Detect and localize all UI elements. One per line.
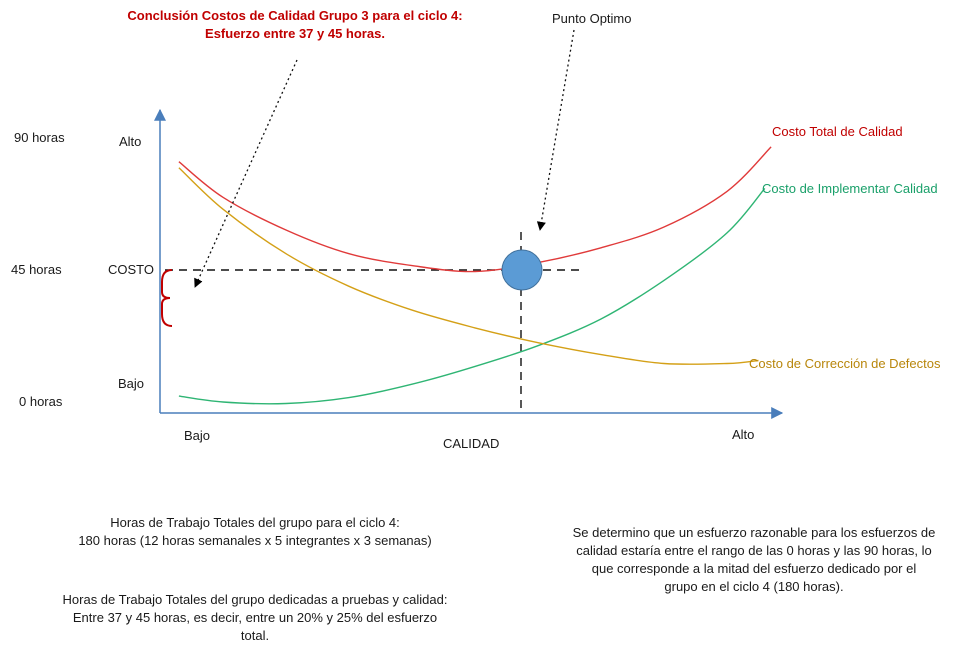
optimum-point [501, 249, 543, 291]
y-qual-label-bottom: Bajo [118, 376, 145, 391]
series-total-line [178, 146, 772, 273]
note-line: total. [240, 628, 270, 643]
note-reasonable-effort: Se determino que un esfuerzo razonable p… [538, 524, 969, 596]
note-line: Horas de Trabajo Totales del grupo dedic… [62, 592, 448, 607]
conclusion-arrow [194, 59, 298, 288]
optimum-label: Punto Optimo [552, 11, 632, 26]
x-qual-label-right: Alto [732, 427, 755, 442]
note-line: Entre 37 y 45 horas, es decir, entre un … [72, 610, 438, 625]
conclusion-annotation: Conclusión Costos de Calidad Grupo 3 par… [60, 7, 530, 43]
y-axis-label: COSTO [108, 262, 154, 277]
y-hours-label-0: 0 horas [19, 394, 63, 409]
conclusion-line-1: Conclusión Costos de Calidad Grupo 3 par… [127, 8, 463, 23]
note-line: que corresponde a la mitad del esfuerzo … [591, 561, 917, 576]
y-hours-label-90: 90 horas [14, 130, 65, 145]
legend-label-total: Costo Total de Calidad [772, 124, 903, 139]
effort-range-brace [161, 269, 173, 327]
note-line: 180 horas (12 horas semanales x 5 integr… [78, 533, 432, 548]
series-implement-line [178, 187, 766, 405]
series-correction-line [178, 167, 759, 365]
legend-label-correction: Costo de Corrección de Defectos [749, 356, 941, 371]
note-line: grupo en el ciclo 4 (180 horas). [664, 579, 844, 594]
note-line: Se determino que un esfuerzo razonable p… [572, 525, 936, 540]
legend-label-implement: Costo de Implementar Calidad [762, 181, 938, 196]
x-qual-label-left: Bajo [184, 428, 211, 443]
y-hours-label-45: 45 horas [11, 262, 62, 277]
note-total-hours: Horas de Trabajo Totales del grupo para … [20, 514, 490, 550]
note-line: calidad estaría entre el rango de las 0 … [576, 543, 932, 558]
y-qual-label-top: Alto [119, 134, 142, 149]
optimum-arrow [536, 29, 575, 231]
conclusion-line-2: Esfuerzo entre 37 y 45 horas. [205, 26, 385, 41]
note-line: Horas de Trabajo Totales del grupo para … [110, 515, 400, 530]
x-axis-label: CALIDAD [443, 436, 500, 451]
note-quality-hours: Horas de Trabajo Totales del grupo dedic… [20, 591, 490, 645]
